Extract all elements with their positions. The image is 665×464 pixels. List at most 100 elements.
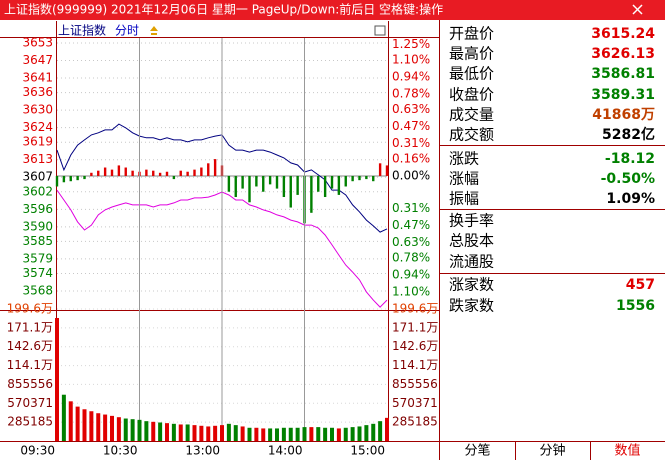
volume-bar bbox=[110, 415, 114, 441]
window-icon[interactable] bbox=[374, 25, 386, 36]
volume-bar bbox=[144, 421, 149, 441]
y2-tick-label: 0.78% bbox=[392, 251, 430, 265]
panel-label: 成交量 bbox=[449, 106, 494, 124]
panel-value: 41868万 bbox=[592, 107, 655, 123]
tab[interactable]: 数值 bbox=[614, 443, 640, 459]
breadth-bar bbox=[152, 170, 155, 176]
y2-tick-label: 1.25% bbox=[392, 37, 430, 51]
volume-bar bbox=[268, 428, 273, 441]
volume-bar bbox=[96, 413, 101, 441]
tab[interactable]: 分笔 bbox=[464, 443, 490, 459]
breadth-bar bbox=[124, 167, 127, 176]
x-tick-label: 13:00 bbox=[185, 444, 220, 458]
breadth-bar bbox=[165, 171, 169, 176]
volume-bar bbox=[206, 426, 211, 441]
breadth-bar bbox=[83, 175, 86, 180]
chart-mode[interactable]: 分时 bbox=[115, 24, 139, 38]
volume-bar bbox=[103, 414, 108, 441]
panel-label: 涨家数 bbox=[449, 276, 494, 294]
volume-bar bbox=[336, 428, 341, 441]
breadth-bar bbox=[255, 175, 258, 187]
panel-value: 3589.31 bbox=[591, 87, 655, 103]
panel-label: 涨幅 bbox=[449, 170, 479, 188]
breadth-bar bbox=[200, 167, 203, 176]
panel-label: 振幅 bbox=[449, 190, 479, 208]
y-tick-label: 114.1万 bbox=[7, 358, 53, 372]
volume-bar bbox=[178, 424, 183, 441]
volume-bar bbox=[295, 427, 300, 441]
panel-value: 3626.13 bbox=[591, 46, 655, 62]
volume-bar bbox=[171, 423, 176, 441]
volume-bar bbox=[213, 425, 218, 441]
x-tick-label: 09:30 bbox=[20, 444, 55, 458]
volume-bar bbox=[130, 419, 135, 441]
volume-bar bbox=[281, 427, 286, 441]
breadth-bar bbox=[358, 175, 361, 181]
panel-label: 开盘价 bbox=[449, 25, 494, 43]
panel-value: -0.50% bbox=[601, 171, 655, 187]
volume-bar bbox=[55, 318, 59, 441]
breadth-bar bbox=[131, 170, 134, 176]
breadth-bar bbox=[193, 169, 196, 176]
breadth-bar bbox=[97, 170, 100, 176]
volume-bar bbox=[116, 417, 121, 441]
volume-bar bbox=[240, 426, 245, 441]
close-button[interactable] bbox=[632, 4, 643, 15]
volume-bar bbox=[350, 427, 355, 441]
y2-tick-label: 0.00% bbox=[392, 168, 430, 182]
breadth-bar bbox=[262, 175, 265, 192]
volume-bar bbox=[288, 427, 293, 441]
breadth-bar bbox=[158, 172, 162, 176]
breadth-bar bbox=[275, 175, 279, 189]
y-tick-label: 3630 bbox=[22, 103, 53, 117]
breadth-bar bbox=[289, 175, 292, 208]
x-tick-label: 15:00 bbox=[350, 444, 385, 458]
breadth-bar bbox=[330, 175, 334, 189]
y-tick-label: 3602 bbox=[22, 184, 53, 198]
breadth-bar bbox=[317, 175, 320, 192]
volume-bar bbox=[247, 427, 252, 441]
y-tick-label-right: 114.1万 bbox=[392, 358, 438, 372]
y2-tick-label: 0.16% bbox=[392, 152, 430, 166]
panel-value: 5282亿 bbox=[602, 126, 655, 143]
volume-bar bbox=[364, 425, 369, 441]
y-tick-label-right: 855556 bbox=[392, 377, 438, 391]
y2-tick-label: 0.63% bbox=[392, 102, 430, 116]
panel-label: 涨跌 bbox=[449, 150, 479, 168]
volume-bar bbox=[61, 394, 66, 441]
panel-value: 1556 bbox=[616, 298, 655, 314]
volume-bar bbox=[385, 417, 389, 441]
volume-bar bbox=[185, 424, 190, 441]
title: 上证指数(999999) 2021年12月06日 星期一 PageUp/Down… bbox=[4, 2, 443, 17]
breadth-bar bbox=[378, 163, 382, 176]
y-tick-label: 3579 bbox=[22, 251, 53, 265]
volume-bar bbox=[68, 401, 73, 441]
y-tick-label: 3653 bbox=[22, 35, 53, 49]
volume-bar bbox=[330, 427, 334, 441]
breadth-bar bbox=[117, 165, 121, 176]
breadth-bar bbox=[241, 175, 244, 189]
breadth-bar bbox=[385, 165, 389, 176]
y2-tick-label: 0.94% bbox=[392, 69, 430, 83]
breadth-bar bbox=[179, 170, 182, 176]
volume-bar bbox=[137, 419, 142, 441]
breadth-bar bbox=[207, 163, 210, 176]
volume-bar bbox=[226, 423, 231, 441]
volume-bar bbox=[75, 406, 80, 441]
y2-tick-label: 0.47% bbox=[392, 218, 430, 232]
breadth-bar bbox=[337, 175, 341, 195]
breadth-bar bbox=[248, 175, 251, 203]
mode-icon[interactable] bbox=[150, 26, 158, 35]
breadth-bar bbox=[213, 159, 217, 176]
chart-title: 上证指数 bbox=[58, 23, 106, 38]
breadth-bar bbox=[76, 175, 79, 181]
y-tick-label: 3624 bbox=[22, 120, 53, 134]
tab[interactable]: 分钟 bbox=[539, 443, 565, 459]
breadth-bar bbox=[172, 175, 176, 180]
breadth-bar bbox=[103, 167, 107, 176]
y-tick-label: 199.6万 bbox=[7, 302, 53, 316]
breadth-bar bbox=[234, 175, 237, 198]
y-tick-label-right: 199.6万 bbox=[392, 302, 438, 316]
